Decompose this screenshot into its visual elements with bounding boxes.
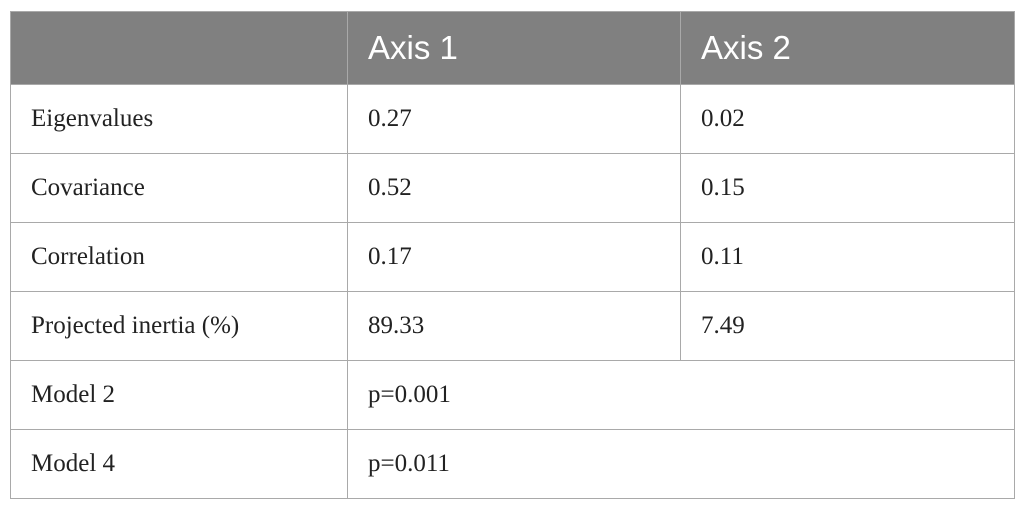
axis-1-value: 89.33 xyxy=(347,291,681,361)
model-p-value: p=0.001 xyxy=(347,360,1015,430)
model-p-value: p=0.011 xyxy=(347,429,1015,499)
header-row: Axis 1 Axis 2 xyxy=(10,11,1015,85)
table-row: Projected inertia (%) 89.33 7.49 xyxy=(10,291,1015,361)
axis-1-value: 0.17 xyxy=(347,222,681,292)
axis-1-value: 0.52 xyxy=(347,153,681,223)
row-label: Model 4 xyxy=(10,429,348,499)
table-row: Eigenvalues 0.27 0.02 xyxy=(10,84,1015,154)
table-row: Model 2 p=0.001 xyxy=(10,360,1015,430)
axis-2-value: 0.02 xyxy=(680,84,1015,154)
header-axis-2: Axis 2 xyxy=(680,11,1015,85)
table-row: Correlation 0.17 0.11 xyxy=(10,222,1015,292)
axis-1-value: 0.27 xyxy=(347,84,681,154)
row-label: Eigenvalues xyxy=(10,84,348,154)
row-label: Model 2 xyxy=(10,360,348,430)
row-label: Projected inertia (%) xyxy=(10,291,348,361)
results-table-container: Axis 1 Axis 2 Eigenvalues 0.27 0.02 Cova… xyxy=(10,11,1015,499)
header-empty xyxy=(10,11,348,85)
row-label: Covariance xyxy=(10,153,348,223)
axis-2-value: 0.15 xyxy=(680,153,1015,223)
axis-2-value: 0.11 xyxy=(680,222,1015,292)
header-axis-1: Axis 1 xyxy=(347,11,681,85)
results-table: Axis 1 Axis 2 Eigenvalues 0.27 0.02 Cova… xyxy=(10,11,1015,499)
row-label: Correlation xyxy=(10,222,348,292)
axis-2-value: 7.49 xyxy=(680,291,1015,361)
table-row: Model 4 p=0.011 xyxy=(10,429,1015,499)
table-row: Covariance 0.52 0.15 xyxy=(10,153,1015,223)
